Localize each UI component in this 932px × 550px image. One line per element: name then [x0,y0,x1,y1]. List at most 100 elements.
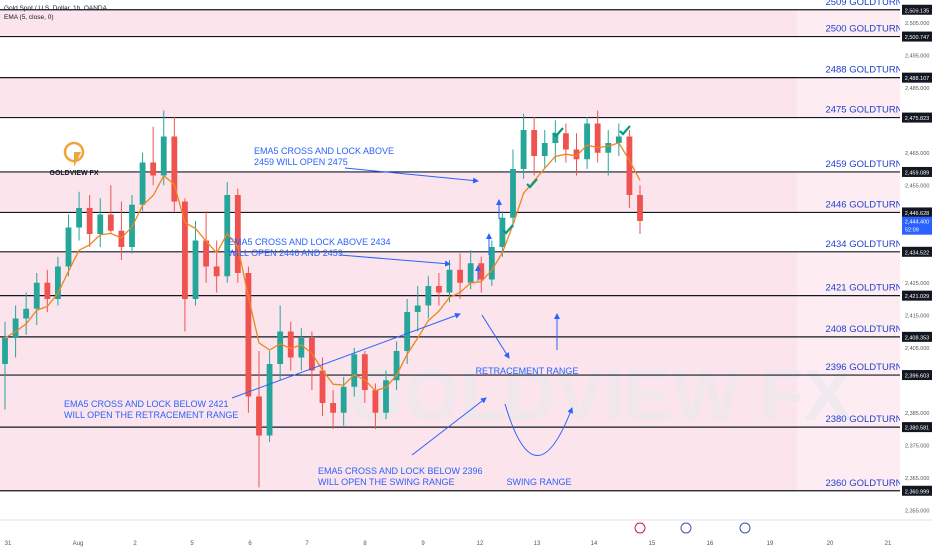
price-tag-bg [902,485,932,496]
candle-body [573,149,580,160]
candle-body [488,247,495,280]
candle-body [160,136,167,176]
level-label: 2475 GOLDTURN [825,105,902,116]
candle-body [287,331,294,358]
candle-body [330,403,336,413]
candle-body [499,217,506,247]
price-tick: 2,375.000 [905,443,929,449]
countdown-text: 52:09 [905,228,919,234]
price-tag-text: 2,380.581 [905,426,929,432]
price-tag-bg [902,370,932,381]
logo-text: GOLDVIEW FX [49,170,99,177]
price-tag-text: 2,459.089 [905,170,929,176]
price-tag-bg [902,331,932,342]
logo-mark-icon [63,141,85,167]
time-tick: 20 [827,541,834,547]
price-tick: 2,455.000 [905,183,929,189]
zone-band [0,77,900,118]
candle-body [23,308,30,319]
check-icon [526,178,538,189]
candle-body [361,354,368,390]
event-icon [634,522,646,534]
candle-body [213,266,220,277]
current-price-tag [902,216,932,235]
annotation-text: RETRACEMENT RANGE [476,366,579,376]
candle-body [55,266,61,299]
time-tick: 15 [649,541,656,547]
candle-body [425,286,432,306]
level-label: 2509 GOLDTURN [825,0,902,8]
candle-body [33,282,40,309]
time-tick: 6 [248,541,252,547]
level-label: 2488 GOLDTURN [825,65,902,76]
time-axis: 31 Aug 2 5 6 7 8 9 12 13 14 15 16 19 20 21 [0,519,932,550]
candle-body [97,214,104,234]
level-label: 2360 GOLDTURN [825,478,902,489]
candle-body [541,143,548,156]
level-label: 2380 GOLDTURN [825,414,902,425]
annotation-text: 2459 WILL OPEN 2475 [254,157,348,167]
candle-body [192,240,199,299]
price-tag-bg [902,31,932,42]
annotation-arrow [344,167,479,184]
candle-body [510,169,516,218]
zone-band [0,427,900,491]
candle-body [245,273,252,397]
event-icon [680,522,692,534]
time-tick: 16 [707,541,714,547]
price-tag-bg [902,290,932,301]
price-tag-text: 2,446.628 [905,211,929,217]
price-tag-text: 2,434.522 [905,250,929,256]
price-tick: 2,405.000 [905,346,929,352]
candles-layer [2,110,643,488]
candle-body [446,269,453,293]
indicator-label[interactable]: EMA (5, close, 0) [4,14,54,21]
price-tag-text: 2,509.135 [905,8,929,14]
label-column [797,0,900,520]
price-tag-text: 2,488.107 [905,76,929,82]
annotation-arrow [411,397,487,456]
candle-body [404,312,411,351]
time-tick: 14 [591,541,598,547]
candle-body [182,201,188,299]
time-tick: 13 [534,541,541,547]
level-label: 2396 GOLDTURN [825,362,902,373]
price-tag-text: 2,408.353 [905,335,929,341]
price-tag-bg [902,72,932,83]
annotation-text: EMA5 CROSS AND LOCK ABOVE [254,146,394,156]
price-tag-bg [902,166,932,177]
annotation-arrow [231,312,461,399]
candle-body [234,195,241,273]
price-tag-text: 2,396.603 [905,374,929,380]
annotation-text: WILL OPEN THE RETRACEMENT RANGE [64,410,238,420]
candle-body [436,286,442,293]
candle-body [86,208,93,234]
current-price-text: 2,444.400 [905,220,929,226]
candle-body [266,364,273,436]
price-tick: 2,425.000 [905,281,929,287]
candle-body [224,195,231,277]
candle-body [298,338,305,358]
candle-body [594,123,601,153]
candle-body [203,240,209,267]
candle-body [44,282,51,299]
candle-body [563,133,569,150]
price-tick: 2,355.000 [905,508,929,514]
candle-body [65,227,72,267]
candle-body [118,230,125,247]
zone-band [0,9,900,37]
check-icon [619,125,631,136]
candle-body [478,263,485,280]
candle-body [372,390,379,413]
candle-body [605,143,612,153]
candle-body [414,305,421,312]
price-tag-bg [902,246,932,257]
annotation-text: WILL OPEN 2446 AND 2459 [228,248,343,258]
candle-body [552,133,559,143]
annotation-text: SWING RANGE [506,477,571,487]
time-tick: Aug [73,541,84,547]
price-axis-bg [900,0,932,550]
annotation-arrow [339,254,451,267]
candle-body [12,318,19,338]
